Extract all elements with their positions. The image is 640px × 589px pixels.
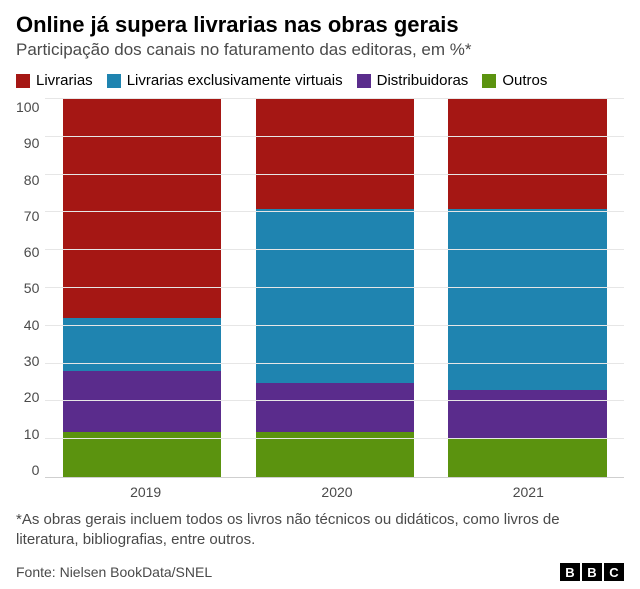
footer: Fonte: Nielsen BookData/SNEL BBC [16, 563, 624, 581]
y-tick-label: 10 [24, 426, 40, 442]
gridline [45, 136, 624, 137]
legend-label: Livrarias [36, 72, 93, 89]
gridline [45, 438, 624, 439]
legend-item: Distribuidoras [357, 72, 469, 89]
legend: Livrarias Livrarias exclusivamente virtua… [16, 72, 624, 89]
legend-label: Outros [502, 72, 547, 89]
bar [448, 99, 606, 477]
bar-segment-livrarias [256, 99, 414, 209]
legend-swatch [357, 74, 371, 88]
gridline [45, 98, 624, 99]
gridline [45, 249, 624, 250]
bar-segment-virtuais [256, 209, 414, 383]
x-tick-label: 2019 [130, 484, 161, 500]
x-axis: 2019 2020 2021 [16, 484, 624, 500]
gridline [45, 174, 624, 175]
legend-label: Distribuidoras [377, 72, 469, 89]
bbc-logo: BBC [560, 563, 624, 581]
footnote: *As obras gerais incluem todos os livros… [16, 510, 624, 549]
source-text: Fonte: Nielsen BookData/SNEL [16, 564, 212, 580]
bar-segment-distribuidoras [448, 390, 606, 439]
bar-segment-livrarias [448, 99, 606, 209]
gridline [45, 400, 624, 401]
bar-segment-outros [448, 439, 606, 477]
y-tick-label: 20 [24, 389, 40, 405]
legend-swatch [482, 74, 496, 88]
y-tick-label: 60 [24, 244, 40, 260]
y-tick-label: 90 [24, 135, 40, 151]
gridline [45, 287, 624, 288]
bbc-logo-box: B [582, 563, 602, 581]
bar [63, 99, 221, 477]
bar [256, 99, 414, 477]
chart-subtitle: Participação dos canais no faturamento d… [16, 40, 624, 60]
bars-container [45, 99, 624, 477]
y-tick-label: 40 [24, 317, 40, 333]
x-tick-label: 2020 [321, 484, 352, 500]
plot [45, 99, 624, 478]
x-tick-label: 2021 [513, 484, 544, 500]
gridline [45, 363, 624, 364]
chart-title: Online já supera livrarias nas obras ger… [16, 12, 624, 38]
bbc-logo-box: B [560, 563, 580, 581]
y-tick-label: 50 [24, 280, 40, 296]
legend-item: Livrarias [16, 72, 93, 89]
gridline [45, 325, 624, 326]
gridline [45, 211, 624, 212]
y-axis: 1009080706050403020100 [16, 99, 45, 478]
y-tick-label: 0 [32, 462, 40, 478]
plot-area: 1009080706050403020100 [16, 99, 624, 478]
legend-swatch [16, 74, 30, 88]
legend-label: Livrarias exclusivamente virtuais [127, 72, 343, 89]
y-tick-label: 30 [24, 353, 40, 369]
y-tick-label: 70 [24, 208, 40, 224]
legend-item: Outros [482, 72, 547, 89]
bar-segment-distribuidoras [256, 383, 414, 432]
bar-segment-distribuidoras [63, 371, 221, 431]
bar-segment-livrarias [63, 99, 221, 318]
bbc-logo-box: C [604, 563, 624, 581]
legend-swatch [107, 74, 121, 88]
y-tick-label: 100 [16, 99, 39, 115]
y-tick-label: 80 [24, 172, 40, 188]
legend-item: Livrarias exclusivamente virtuais [107, 72, 343, 89]
